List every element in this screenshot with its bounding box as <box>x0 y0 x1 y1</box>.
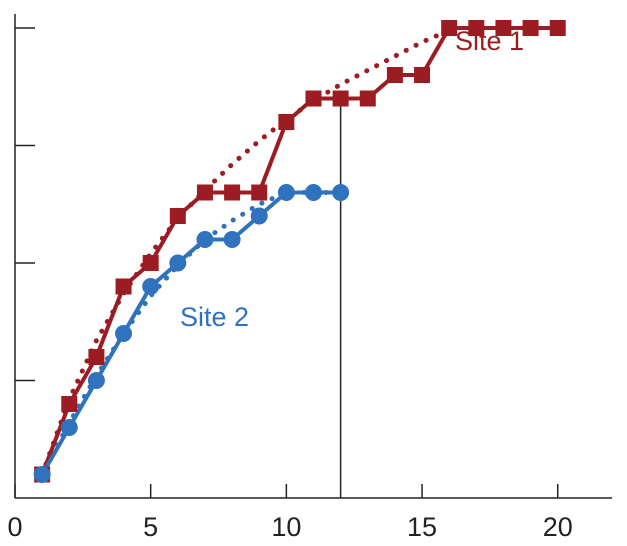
data-point-site-2 <box>87 372 105 389</box>
data-point-site-1 <box>468 20 485 36</box>
data-markers <box>33 20 566 483</box>
data-point-site-2 <box>332 184 350 201</box>
data-point-site-1 <box>196 184 213 201</box>
data-point-site-1 <box>522 20 539 36</box>
x-tick-label: 20 <box>543 512 573 542</box>
data-point-site-1 <box>278 114 295 130</box>
data-point-site-1 <box>251 184 268 201</box>
fit-line-site-1 <box>39 27 452 477</box>
data-point-site-2 <box>169 254 187 272</box>
data-point-site-1 <box>115 278 132 295</box>
data-point-site-1 <box>142 255 159 271</box>
data-point-site-1 <box>169 208 186 224</box>
data-point-site-2 <box>305 184 322 201</box>
series-label-site-2: Site 2 <box>180 302 249 332</box>
fit-line-site-2 <box>39 190 344 477</box>
tick-labels: 0 5 10 15 20 <box>7 512 572 542</box>
data-point-site-1 <box>495 20 512 36</box>
series-lines <box>40 26 558 476</box>
data-point-site-1 <box>441 20 458 36</box>
data-point-site-2 <box>60 419 78 436</box>
data-point-site-2 <box>277 184 295 201</box>
data-point-site-2 <box>250 207 268 225</box>
data-point-site-2 <box>196 231 214 248</box>
series-line-site-2 <box>40 190 341 476</box>
x-tick-label: 0 <box>7 512 22 542</box>
data-point-site-1 <box>414 67 431 83</box>
data-point-site-1 <box>549 20 566 36</box>
x-tick-label: 5 <box>143 512 158 542</box>
data-point-site-1 <box>332 90 349 107</box>
axes <box>14 14 612 499</box>
data-point-site-1 <box>88 349 105 365</box>
data-point-site-2 <box>223 231 241 248</box>
x-tick-label: 10 <box>271 512 301 542</box>
data-point-site-2 <box>33 466 51 483</box>
data-point-site-2 <box>115 325 133 342</box>
data-point-site-1 <box>224 184 241 201</box>
data-point-site-1 <box>61 396 78 412</box>
data-point-site-1 <box>386 67 403 83</box>
series-line-site-1 <box>40 26 558 476</box>
x-tick-label: 15 <box>407 512 437 542</box>
data-point-site-1 <box>305 90 322 107</box>
fit-lines <box>39 27 452 477</box>
data-point-site-2 <box>142 278 160 295</box>
data-point-site-1 <box>359 90 376 107</box>
series-label-site-1: Site 1 <box>455 26 524 56</box>
